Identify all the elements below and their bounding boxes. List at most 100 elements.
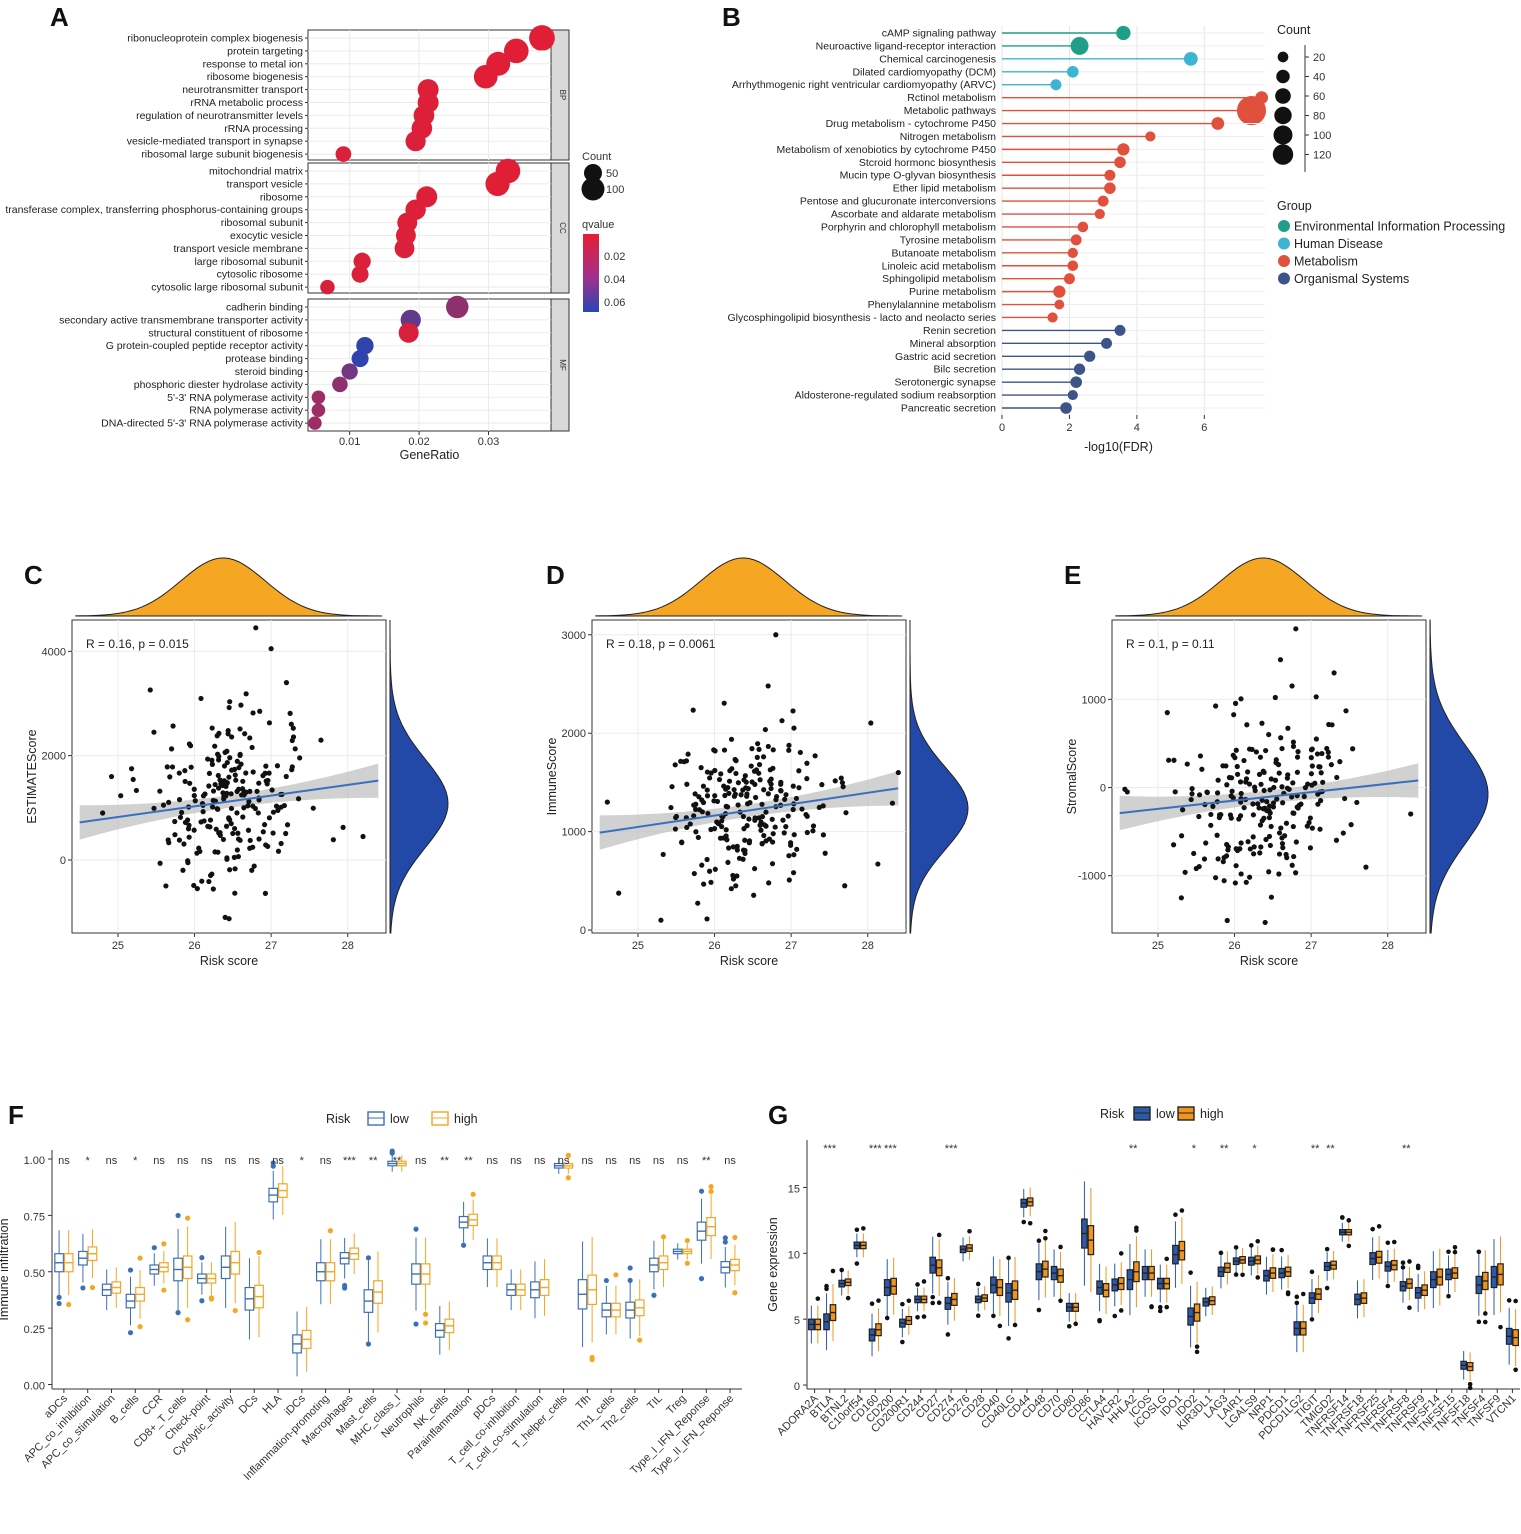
data-point <box>133 787 139 794</box>
legend-label-high: high <box>454 1112 478 1126</box>
go-term-dot <box>529 25 555 51</box>
x-tick-label: 26 <box>1228 940 1240 952</box>
data-point <box>1354 799 1360 806</box>
outlier-point <box>975 1281 981 1287</box>
go-term-dot <box>351 350 369 368</box>
outlier-point <box>460 1242 467 1248</box>
data-point <box>794 846 800 852</box>
data-point <box>751 892 757 898</box>
data-point <box>262 890 269 896</box>
data-point <box>735 802 741 808</box>
data-point <box>1208 811 1214 818</box>
significance-label: * <box>133 1155 138 1167</box>
data-point <box>290 725 296 731</box>
outlier-point <box>603 1277 609 1284</box>
go-term-label: vesicle-mediated transport in synapse <box>127 136 303 148</box>
data-point <box>1245 769 1251 775</box>
data-point <box>1228 775 1235 781</box>
data-point <box>758 827 764 833</box>
data-point <box>247 837 253 844</box>
data-point <box>1280 800 1286 806</box>
data-point <box>1238 696 1244 702</box>
data-point <box>756 761 763 768</box>
data-point <box>1348 822 1354 828</box>
pathway-label: Metabolism of xenobiotics by cytochrome … <box>777 144 997 156</box>
data-point <box>1342 795 1348 802</box>
legend-group-dot <box>1278 272 1290 285</box>
outlier-point <box>1391 1239 1397 1245</box>
outlier-point <box>708 1188 714 1195</box>
data-point <box>721 747 728 753</box>
data-point <box>696 807 703 813</box>
outlier-point <box>232 1307 238 1314</box>
outlier-point <box>1118 1308 1124 1313</box>
pathway-dot <box>1077 221 1089 233</box>
data-point <box>796 785 802 791</box>
data-point <box>210 788 217 794</box>
outlier-point <box>1006 1336 1011 1341</box>
data-point <box>205 756 211 762</box>
x-axis-title: Risk score <box>200 954 258 968</box>
data-point <box>229 767 235 773</box>
x-tick-label: 2 <box>1066 422 1072 434</box>
data-point <box>704 787 710 793</box>
outlier-point <box>1073 1321 1079 1327</box>
data-point <box>252 805 258 812</box>
data-point <box>738 792 744 798</box>
go-term-label: protease binding <box>225 353 303 365</box>
data-point <box>712 866 718 872</box>
go-term-label: 5'-3' RNA polymerase activity <box>167 392 304 404</box>
outlier-point <box>256 1249 262 1256</box>
data-point <box>242 731 248 737</box>
y-tick-label: 0 <box>60 855 66 867</box>
data-point <box>1276 770 1282 776</box>
data-point <box>1228 815 1234 821</box>
data-point <box>160 802 167 808</box>
outlier-point <box>1513 1367 1518 1373</box>
data-point <box>246 799 252 805</box>
data-point <box>186 822 192 828</box>
significance-label: ns <box>486 1155 498 1167</box>
data-point <box>1264 807 1270 814</box>
outlier-point <box>1376 1224 1382 1229</box>
legend-group-title: Group <box>1277 199 1312 213</box>
outlier-point <box>127 1330 134 1336</box>
significance-label: ns <box>58 1155 70 1167</box>
data-point <box>1233 747 1239 753</box>
data-point <box>695 900 701 906</box>
data-point <box>791 832 797 838</box>
legend-size-dot <box>1273 125 1293 145</box>
go-term-label: regulation of neurotransmitter levels <box>136 110 303 122</box>
legend-size-dot <box>1272 144 1294 165</box>
significance-label: ** <box>369 1155 378 1167</box>
data-point <box>233 777 239 783</box>
outlier-point <box>613 1272 619 1278</box>
data-point <box>1275 762 1282 768</box>
data-point <box>763 838 769 844</box>
x-tick-label: 28 <box>1382 940 1394 952</box>
data-point <box>740 813 747 820</box>
data-point <box>757 777 763 783</box>
data-point <box>1267 787 1273 793</box>
outlier-point <box>1036 1307 1042 1313</box>
data-point <box>360 833 366 840</box>
outlier-point <box>161 1241 167 1247</box>
y-tick-label: 0.00 <box>24 1380 45 1392</box>
go-term-dot <box>311 403 326 418</box>
data-point <box>692 806 699 812</box>
pathway-dot <box>1117 143 1130 156</box>
data-point <box>673 813 680 820</box>
data-point <box>1290 743 1297 749</box>
data-point <box>782 796 788 802</box>
significance-label: *** <box>823 1143 837 1155</box>
data-point <box>1295 749 1301 755</box>
data-point <box>804 776 810 782</box>
plot-area <box>1002 26 1265 415</box>
data-point <box>1290 739 1297 745</box>
data-point <box>889 800 896 806</box>
data-point <box>283 680 290 686</box>
data-point <box>690 707 696 713</box>
panel-label-c: C <box>24 560 43 590</box>
data-point <box>698 765 704 771</box>
pathway-label: Gastric acid secretion <box>895 351 996 363</box>
